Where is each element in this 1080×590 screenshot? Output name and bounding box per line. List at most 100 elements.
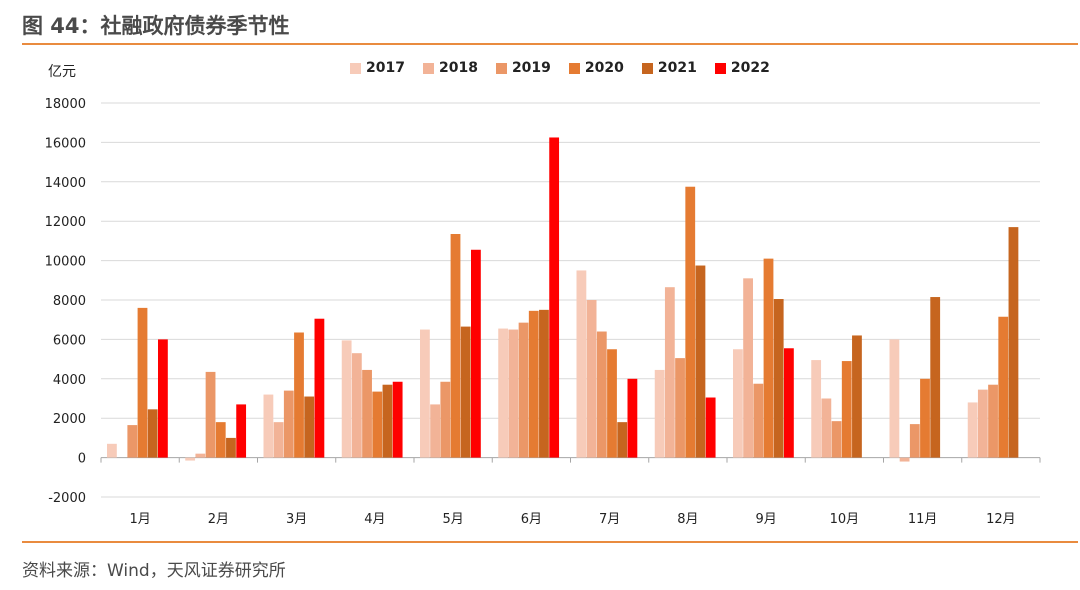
bar-2017-11: [889, 339, 900, 458]
figure-title: 图 44：社融政府债券季节性: [22, 14, 290, 38]
y-tick-label: 12000: [45, 215, 86, 230]
bar-2017-3: [263, 394, 274, 458]
bar-2020-12: [998, 316, 1009, 458]
x-tick-label: 4月: [364, 512, 385, 527]
bar-2020-9: [763, 258, 774, 458]
legend-item-2021: 2021: [641, 60, 697, 76]
bar-2018-5: [430, 404, 440, 458]
x-tick-label: 12月: [986, 512, 1016, 527]
x-tick-label: 1月: [129, 512, 150, 527]
bar-2020-8: [685, 186, 696, 458]
bar-2020-3: [294, 332, 304, 458]
legend-swatch: [714, 62, 726, 74]
bar-2022-9: [784, 348, 794, 458]
x-tick-label: 10月: [830, 512, 860, 527]
y-tick-label: -2000: [48, 491, 86, 506]
bar-2019-3: [283, 390, 294, 458]
bar-2019-1: [127, 425, 138, 458]
bar-2021-7: [617, 422, 628, 458]
bar-2022-6: [549, 137, 560, 458]
bar-2021-9: [773, 299, 784, 458]
title-underline: [22, 43, 1078, 45]
bar-2018-7: [586, 300, 597, 458]
legend-label: 2021: [657, 60, 697, 76]
bar-2020-2: [215, 422, 226, 458]
y-axis-unit-label: 亿元: [48, 64, 76, 80]
bar-2021-10: [852, 335, 862, 458]
footer-rule: [22, 541, 1078, 543]
bar-2018-12: [977, 389, 988, 458]
bar-2019-8: [675, 358, 685, 458]
y-tick-label: 0: [78, 452, 86, 467]
bar-2017-5: [420, 329, 430, 458]
bar-2020-11: [920, 378, 930, 458]
bar-2021-11: [930, 297, 941, 458]
bar-2017-7: [576, 270, 587, 458]
y-tick-label: 2000: [53, 412, 86, 427]
legend-swatch: [350, 62, 361, 74]
bar-2021-6: [539, 309, 549, 458]
bar-2019-5: [440, 381, 451, 458]
bar-2019-11: [909, 424, 920, 458]
legend-swatch: [495, 62, 507, 74]
legend-label: 2022: [730, 60, 770, 76]
x-tick-label: 7月: [599, 512, 620, 527]
bar-2020-7: [607, 349, 617, 458]
bar-2020-5: [450, 234, 461, 458]
bar-2019-10: [831, 421, 842, 458]
bar-chart: 亿元 -2000 0 2000 4000 6000 8000 10000 12000 14000 1…: [45, 64, 1041, 527]
x-tick-label: 11月: [908, 512, 938, 527]
bar-2018-4: [351, 353, 362, 458]
y-tick-label: 6000: [53, 333, 86, 348]
bar-2020-6: [528, 310, 539, 458]
y-tick-label: 10000: [45, 255, 86, 270]
bar-2017-2: [185, 457, 196, 461]
bar-2017-4: [341, 340, 352, 458]
x-tick-label: 9月: [755, 512, 776, 527]
legend-swatch: [422, 62, 434, 74]
bar-2018-8: [664, 287, 675, 458]
bar-2018-3: [273, 422, 284, 458]
x-tick-label: 5月: [442, 512, 463, 527]
bar-2017-9: [733, 349, 743, 458]
bar-2019-2: [205, 371, 216, 458]
bar-2017-12: [967, 402, 978, 458]
bar-2017-10: [811, 360, 822, 458]
bar-2022-7: [627, 378, 638, 458]
legend-label: 2019: [511, 60, 551, 76]
y-tick-label: 14000: [45, 176, 86, 191]
x-tick-label: 6月: [521, 512, 542, 527]
bar-2021-4: [382, 384, 393, 458]
bar-2021-12: [1008, 227, 1019, 458]
bar-2017-8: [654, 369, 665, 458]
bar-2022-2: [236, 404, 247, 458]
bar-2019-6: [518, 322, 529, 458]
bar-2021-1: [147, 409, 158, 458]
bar-2022-4: [392, 381, 403, 458]
bar-2022-1: [158, 339, 168, 458]
bar-2018-2: [195, 453, 206, 458]
legend-item-2022: 2022: [714, 60, 770, 76]
legend-item-2019: 2019: [495, 60, 551, 76]
bar-2022-3: [314, 318, 325, 458]
bar-2021-8: [695, 265, 706, 458]
bar-2020-4: [372, 391, 383, 458]
bar-2017-6: [498, 328, 509, 458]
legend-label: 2017: [366, 60, 405, 76]
chart-legend: 2017 2018 2019 2020 2021 2022: [350, 60, 770, 76]
bar-2020-10: [841, 361, 852, 458]
x-tick-label: 2月: [208, 512, 229, 527]
x-tick-label: 3月: [286, 512, 307, 527]
bar-2020-1: [137, 307, 148, 458]
bar-2021-3: [304, 396, 315, 458]
bar-2022-8: [705, 397, 716, 458]
legend-label: 2018: [438, 60, 478, 76]
bar-2021-2: [226, 437, 236, 458]
bar-2022-5: [471, 249, 481, 458]
bar-2018-6: [508, 329, 519, 458]
legend-swatch: [568, 62, 580, 74]
y-tick-label: 8000: [53, 294, 86, 309]
legend-item-2017: 2017: [350, 60, 405, 76]
bar-2017-1: [107, 443, 117, 458]
y-tick-label: 18000: [45, 97, 86, 112]
